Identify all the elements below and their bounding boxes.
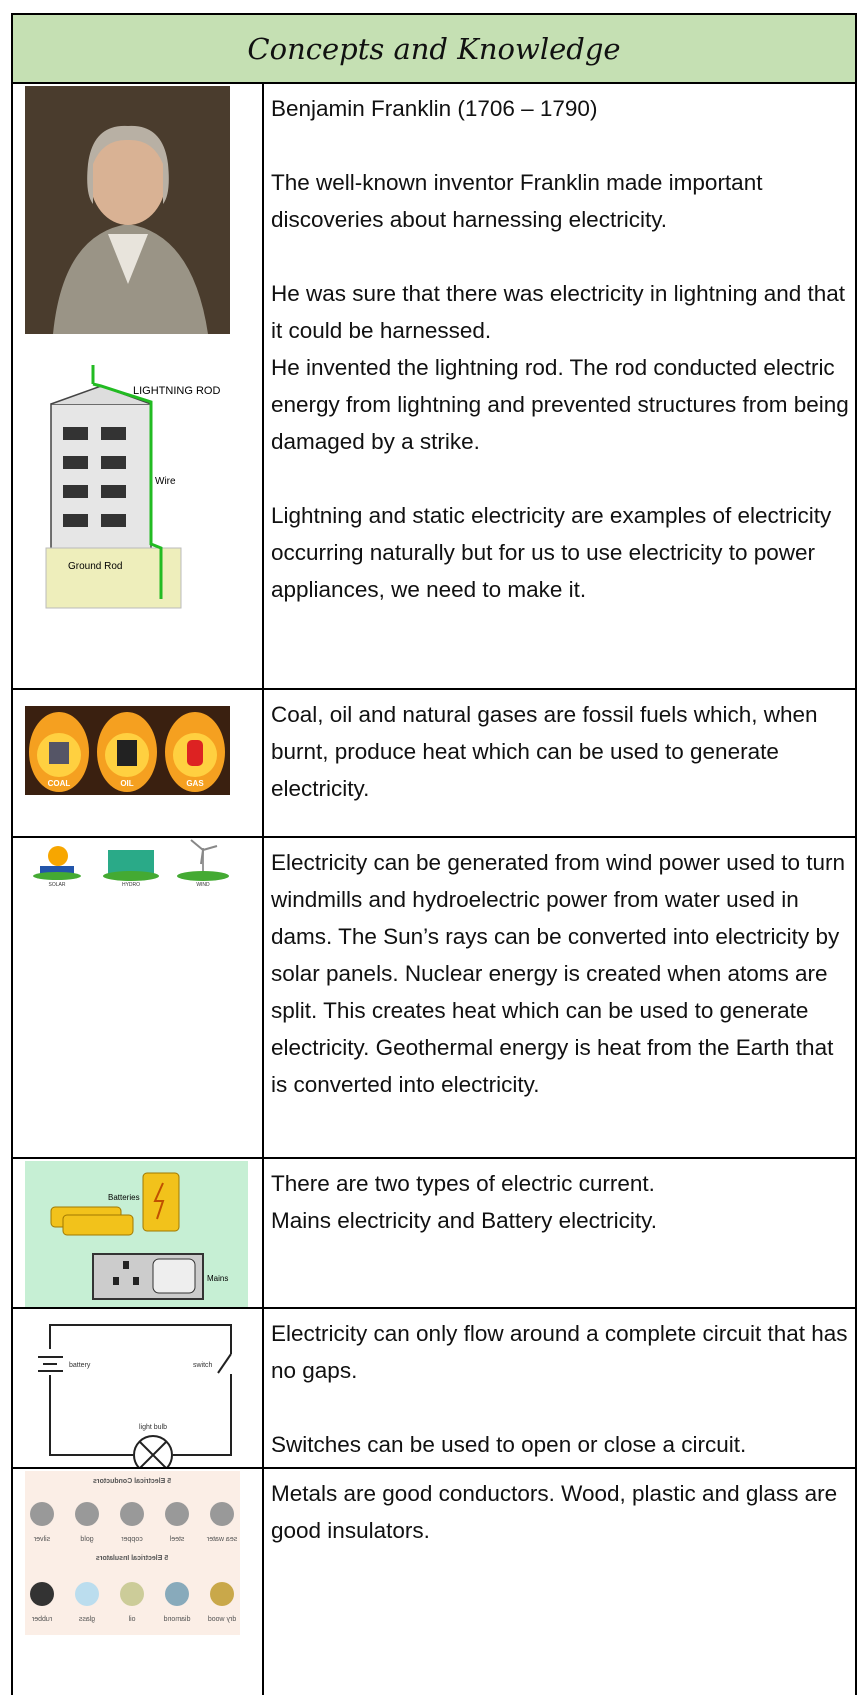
illustration: SOLAR HYDRO WIND	[13, 838, 262, 1157]
image-label: Wire	[155, 476, 176, 487]
image-label: HYDRO	[122, 882, 140, 888]
text-cell: Metals are good conductors. Wood, plasti…	[271, 1475, 849, 1549]
text-cell: Benjamin Franklin (1706 – 1790) The well-…	[271, 90, 849, 608]
image-label: gold	[80, 1536, 93, 1543]
text-cell: Coal, oil and natural gases are fossil f…	[271, 696, 849, 807]
illustration: battery switch light bulb	[13, 1309, 262, 1467]
text-line: Coal, oil and natural gases are fossil f…	[271, 696, 849, 807]
text-line: He invented the lightning rod. The rod c…	[271, 349, 849, 460]
text-line: Electricity can only flow around a compl…	[271, 1315, 849, 1389]
image-label: dry wood	[208, 1616, 237, 1623]
paragraph: Electricity can only flow around a compl…	[271, 1315, 849, 1389]
image-cell: LIGHTNING ROD Wire Ground Rod	[13, 84, 264, 688]
image-label: steel	[169, 1536, 184, 1543]
text-cell: Electricity can only flow around a compl…	[271, 1315, 849, 1463]
row: LIGHTNING ROD Wire Ground Rod Benjamin F…	[11, 84, 857, 690]
illustration: LIGHTNING ROD Wire Ground Rod	[13, 84, 262, 688]
text-cell: Electricity can be generated from wind p…	[271, 844, 849, 1103]
row: battery switch light bulb Electricity ca…	[11, 1309, 857, 1469]
row: Batteries Mains There are two types of e…	[11, 1159, 857, 1309]
image-label: 5 Electrical Conductors	[93, 1478, 171, 1485]
paragraph: Metals are good conductors. Wood, plasti…	[271, 1475, 849, 1549]
page: Concepts and Knowledge L	[0, 0, 862, 1695]
illustration: Batteries Mains	[13, 1159, 262, 1307]
image-label: 5 Electrical Insulators	[96, 1555, 168, 1562]
image-cell: COAL OIL GAS	[13, 690, 264, 836]
image-label: SOLAR	[49, 882, 66, 888]
image-cell: SOLAR HYDRO WIND	[13, 838, 264, 1157]
image-label: oil	[128, 1616, 135, 1623]
paragraph: He was sure that there was electricity i…	[271, 275, 849, 460]
paragraph: There are two types of electric current.…	[271, 1165, 849, 1239]
header-title: Concepts and Knowledge	[11, 13, 857, 84]
text-line: Lightning and static electricity are exa…	[271, 497, 849, 608]
image-label: sea water	[206, 1536, 237, 1543]
image-label: Ground Rod	[68, 561, 122, 572]
image-label: LIGHTNING ROD	[133, 385, 220, 397]
paragraph: Electricity can be generated from wind p…	[271, 844, 849, 1103]
text-line: Metals are good conductors. Wood, plasti…	[271, 1475, 849, 1549]
image-label: copper	[121, 1536, 143, 1543]
image-label: rubber	[31, 1616, 52, 1623]
text-line: Switches can be used to open or close a …	[271, 1426, 849, 1463]
image-label: battery	[69, 1362, 91, 1369]
row: 5 Electrical Conductors 5 Electrical Ins…	[11, 1469, 857, 1695]
image-cell: 5 Electrical Conductors 5 Electrical Ins…	[13, 1469, 264, 1695]
image-label: OIL	[120, 779, 133, 788]
image-cell: Batteries Mains	[13, 1159, 264, 1307]
paragraph: The well-known inventor Franklin made im…	[271, 164, 849, 238]
image-label: switch	[193, 1362, 213, 1369]
illustration: 5 Electrical Conductors 5 Electrical Ins…	[13, 1469, 262, 1695]
image-label: WIND	[196, 882, 210, 888]
image-label: light bulb	[139, 1424, 167, 1431]
illustration: COAL OIL GAS	[13, 690, 262, 836]
image-label: glass	[78, 1616, 95, 1623]
image-label: silver	[33, 1536, 50, 1543]
row: SOLAR HYDRO WIND Electricity can be gene…	[11, 838, 857, 1159]
image-label: Batteries	[108, 1193, 140, 1202]
image-label: COAL	[48, 779, 71, 788]
text-line: Electricity can be generated from wind p…	[271, 844, 849, 1103]
image-label: GAS	[186, 779, 204, 788]
image-cell: battery switch light bulb	[13, 1309, 264, 1467]
image-label: diamond	[163, 1616, 190, 1623]
text-line: Benjamin Franklin (1706 – 1790)	[271, 90, 849, 127]
row: COAL OIL GAS Coal, oil and natural gases…	[11, 690, 857, 838]
text-line: He was sure that there was electricity i…	[271, 275, 849, 349]
paragraph: Coal, oil and natural gases are fossil f…	[271, 696, 849, 807]
text-cell: There are two types of electric current.…	[271, 1165, 849, 1239]
paragraph: Benjamin Franklin (1706 – 1790)	[271, 90, 849, 127]
paragraph: Switches can be used to open or close a …	[271, 1426, 849, 1463]
paragraph: Lightning and static electricity are exa…	[271, 497, 849, 608]
image-label: Mains	[207, 1274, 228, 1283]
text-line: The well-known inventor Franklin made im…	[271, 164, 849, 238]
text-line: There are two types of electric current.	[271, 1165, 849, 1202]
text-line: Mains electricity and Battery electricit…	[271, 1202, 849, 1239]
